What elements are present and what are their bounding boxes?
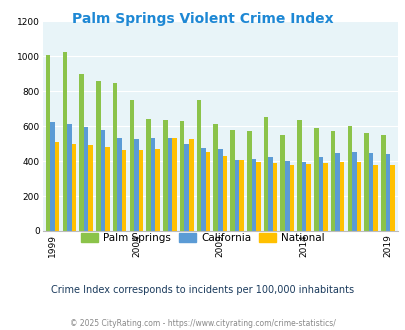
Bar [272,163,277,231]
Bar [84,127,88,231]
Text: © 2025 CityRating.com - https://www.cityrating.com/crime-statistics/: © 2025 CityRating.com - https://www.city… [70,319,335,328]
Bar [347,126,351,231]
Bar [322,163,327,231]
Bar [363,133,368,231]
Bar [196,100,201,231]
Bar [230,130,234,231]
Bar [155,149,160,231]
Bar [96,81,100,231]
Bar [351,152,356,231]
Bar [385,154,389,231]
Bar [201,148,205,231]
Bar [100,130,105,231]
Bar [301,162,305,231]
Bar [184,144,189,231]
Bar [88,145,93,231]
Bar [139,150,143,231]
Bar [205,151,210,231]
Text: Palm Springs Violent Crime Index: Palm Springs Violent Crime Index [72,12,333,25]
Bar [172,138,176,231]
Bar [305,164,310,231]
Bar [330,131,335,231]
Bar [134,139,139,231]
Bar [67,124,72,231]
Bar [318,157,322,231]
Bar [284,161,289,231]
Bar [62,52,67,231]
Bar [167,139,172,231]
Bar [268,157,272,231]
Bar [289,165,293,231]
Bar [356,162,360,231]
Bar [246,131,251,231]
Bar [234,160,239,231]
Bar [239,160,243,231]
Bar [117,139,121,231]
Text: Crime Index corresponds to incidents per 100,000 inhabitants: Crime Index corresponds to incidents per… [51,285,354,295]
Bar [213,124,217,231]
Bar [251,158,256,231]
Bar [146,119,151,231]
Legend: Palm Springs, California, National: Palm Springs, California, National [77,229,328,247]
Bar [55,142,59,231]
Bar [113,82,117,231]
Bar [217,149,222,231]
Bar [263,116,268,231]
Bar [105,147,109,231]
Bar [280,135,284,231]
Bar [79,74,84,231]
Bar [129,100,134,231]
Bar [389,165,394,231]
Bar [296,120,301,231]
Bar [50,122,55,231]
Bar [179,121,184,231]
Bar [163,120,167,231]
Bar [256,162,260,231]
Bar [380,135,385,231]
Bar [46,55,50,231]
Bar [222,156,226,231]
Bar [335,153,339,231]
Bar [368,153,373,231]
Bar [122,150,126,231]
Bar [313,128,318,231]
Bar [151,138,155,231]
Bar [339,162,343,231]
Bar [189,139,193,231]
Bar [373,165,377,231]
Bar [72,144,76,231]
